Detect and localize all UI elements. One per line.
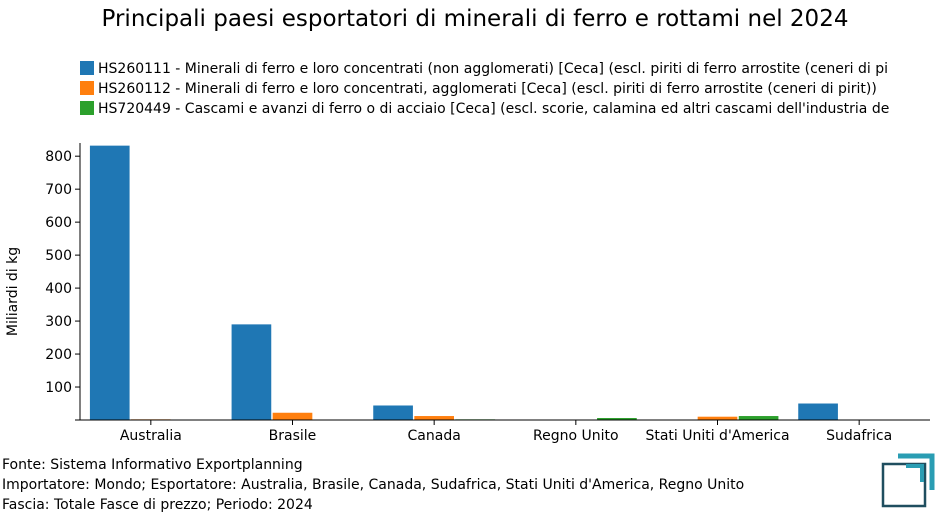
bar-brasile-series-2 [272,412,313,420]
bar-canada-series-2 [414,416,454,420]
legend-item-hs260112: HS260112 - Minerali di ferro e loro conc… [80,79,889,99]
bar-stati-uniti-d-america-series-2 [697,416,738,420]
x-tick-label-stati-uniti-d-america: Stati Uniti d'America [645,428,789,444]
x-tick-label-canada: Canada [408,428,461,444]
bar-canada-series-1 [373,405,413,420]
bar-chart: 100 200 300 400 500 600 700 800 Australia Brasile… [5,143,930,444]
bar-stati-uniti-d-america-series-3 [738,416,779,420]
y-tick-label-700: 700 [45,182,72,198]
legend-swatch-hs260111 [80,61,94,75]
y-tick-label-300: 300 [45,314,72,330]
legend-label-hs260112: HS260112 - Minerali di ferro e loro conc… [98,81,877,97]
footer-importer: Importatore: Mondo; Esportatore: Austral… [2,477,745,493]
legend-label-hs720449: HS720449 - Cascami e avanzi di ferro o d… [98,101,890,117]
legend-swatch-hs260112 [80,81,94,95]
y-tick-label-400: 400 [45,281,72,297]
footer-range: Fascia: Totale Fasce di prezzo; Periodo:… [2,497,313,513]
legend-label-hs260111: HS260111 - Minerali di ferro e loro conc… [98,61,889,77]
chart-footer: Fonte: Sistema Informativo Exportplannin… [2,455,744,515]
bar-regno-unito-series-3 [597,418,637,420]
y-tick-label-100: 100 [45,380,72,396]
y-axis-label: Miliardi di kg [5,247,21,336]
chart-legend: HS260111 - Minerali di ferro e loro conc… [80,59,889,119]
legend-item-hs720449: HS720449 - Cascami e avanzi di ferro o d… [80,99,889,119]
x-tick-label-australia: Australia [120,428,182,444]
chart-title: Principali paesi esportatori di minerali… [101,6,849,32]
bar-sudafrica-series-1 [798,403,838,420]
exportplanning-logo-icon [881,453,935,508]
legend-item-hs260111: HS260111 - Minerali di ferro e loro conc… [80,59,889,79]
legend-swatch-hs720449 [80,101,94,115]
x-tick-label-regno-unito: Regno Unito [533,428,619,444]
y-tick-label-800: 800 [45,149,72,165]
bar-brasile-series-1 [231,324,272,420]
x-tick-label-sudafrica: Sudafrica [826,428,892,444]
y-tick-label-600: 600 [45,215,72,231]
y-tick-label-200: 200 [45,347,72,363]
footer-source: Fonte: Sistema Informativo Exportplannin… [2,457,303,473]
y-tick-label-500: 500 [45,248,72,264]
x-tick-label-brasile: Brasile [269,428,317,444]
bar-australia-series-1 [89,145,130,420]
